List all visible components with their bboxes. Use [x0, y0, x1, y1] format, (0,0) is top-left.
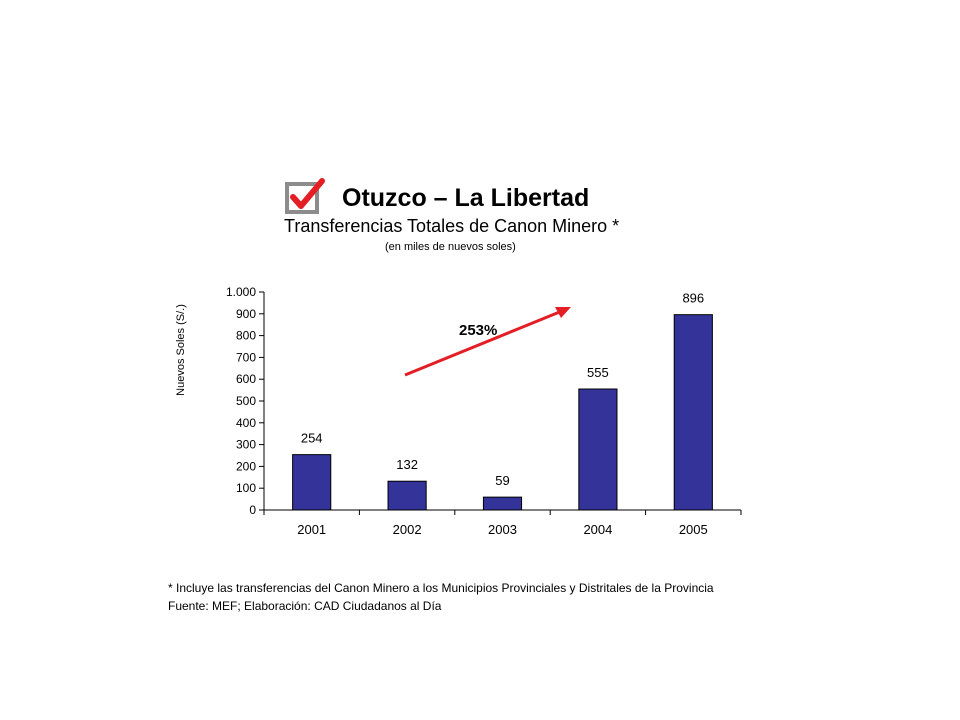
data-label: 254	[301, 431, 323, 446]
title-row: Otuzco – La Libertad	[284, 178, 684, 218]
data-label: 555	[587, 365, 609, 380]
y-tick-label: 0	[249, 503, 256, 517]
y-tick-label: 900	[236, 307, 256, 321]
page-title: Otuzco – La Libertad	[342, 184, 590, 212]
bar-chart: Nuevos Soles (S/.) 0 100 200 300 400 500 600 70…	[175, 285, 742, 537]
y-tick-label: 1.000	[226, 285, 256, 299]
y-axis-label: Nuevos Soles (S/.)	[175, 304, 187, 396]
source-note: Fuente: MEF; Elaboración: CAD Ciudadanos…	[168, 599, 442, 613]
growth-label: 253%	[459, 322, 497, 339]
bar	[482, 496, 523, 511]
y-tick-label: 600	[236, 372, 256, 386]
x-tick-label: 2005	[679, 522, 708, 537]
data-label: 132	[396, 457, 418, 472]
growth-arrow-head	[555, 307, 571, 318]
x-tick-label: 2004	[583, 522, 612, 537]
bar	[387, 480, 427, 511]
y-tick-label: 100	[236, 481, 256, 495]
y-tick-label: 400	[236, 416, 256, 430]
checkbox-check-icon	[285, 178, 325, 214]
data-label: 896	[682, 291, 704, 306]
x-tick-label: 2001	[297, 522, 326, 537]
footnote: * Incluye las transferencias del Canon M…	[168, 581, 714, 595]
units-note: (en miles de nuevos soles)	[385, 241, 516, 253]
x-tick-label: 2002	[393, 522, 422, 537]
y-tick-label: 800	[236, 329, 256, 343]
bar	[673, 314, 713, 511]
bars	[292, 314, 713, 511]
y-tick-label: 500	[236, 394, 256, 408]
data-labels: 254 132 59 555 896	[301, 291, 704, 488]
data-label: 59	[495, 473, 509, 488]
y-tick-label: 700	[236, 350, 256, 364]
growth-annotation: 253%	[404, 307, 571, 377]
chart-subtitle: Transferencias Totales de Canon Minero *	[284, 216, 620, 236]
bar	[292, 454, 332, 511]
bar	[578, 388, 618, 511]
y-tick-label: 300	[236, 438, 256, 452]
x-axis: 2001 2002 2003 2004 2005	[263, 509, 742, 537]
y-tick-label: 200	[236, 459, 256, 473]
growth-arrow	[404, 309, 563, 377]
y-axis: 0 100 200 300 400 500 600 700 800 900 1.000	[226, 285, 265, 517]
x-tick-label: 2003	[488, 522, 517, 537]
